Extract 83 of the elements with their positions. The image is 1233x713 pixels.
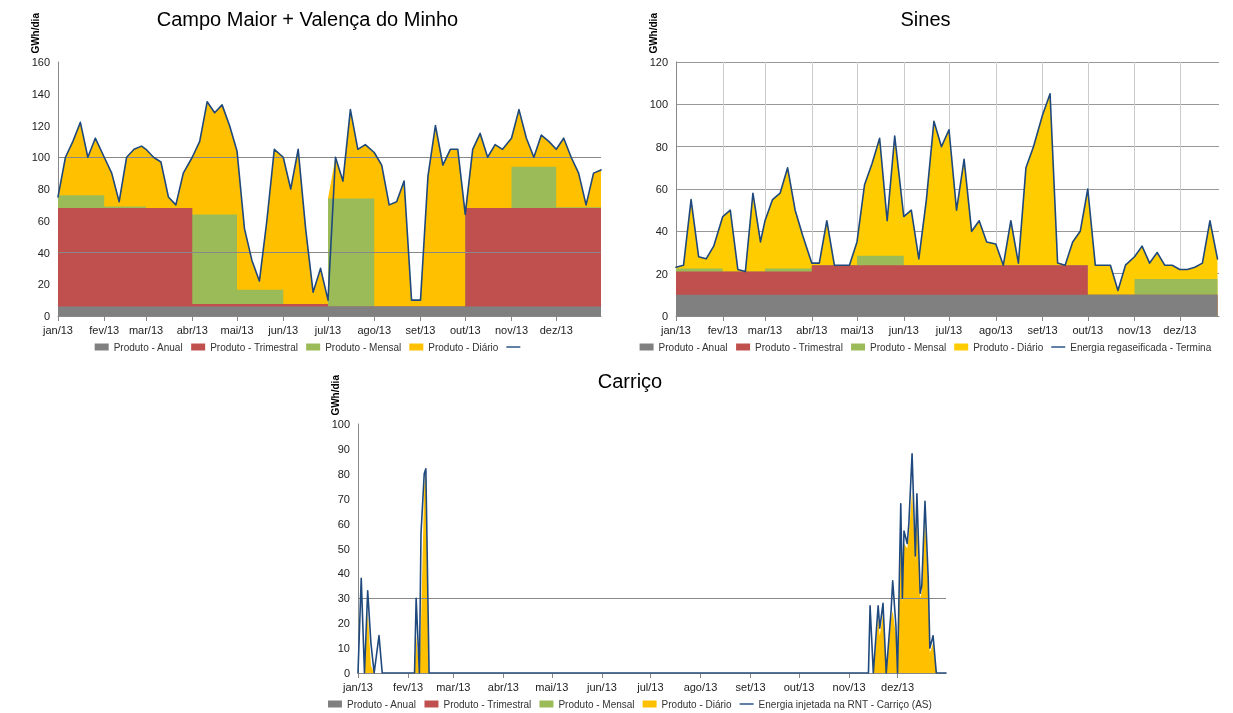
x-tick-label: nov/13 <box>494 323 529 336</box>
y-tick-label: 40 <box>337 567 350 580</box>
x-tick-label: ago/13 <box>357 323 392 336</box>
y-tick-label: 70 <box>337 492 350 505</box>
legend-label: Produto - Mensal <box>870 341 947 353</box>
legend-label: Produto - Diário <box>973 341 1044 353</box>
legend-label: Produto - Anual <box>658 341 728 353</box>
x-tick-label: mai/13 <box>535 680 569 693</box>
y-tick-label: 100 <box>331 418 350 430</box>
legend-label: Produto - Anual <box>346 698 416 710</box>
x-tick-label: dez/13 <box>881 680 915 693</box>
x-tick-label: out/13 <box>449 323 481 336</box>
y-axis-title: GWh/dia <box>647 12 659 54</box>
x-tick-label: set/13 <box>1027 323 1058 336</box>
legend-label: Produto - Mensal <box>558 698 635 710</box>
x-tick-label: dez/13 <box>1163 323 1197 336</box>
x-tick-label: abr/13 <box>796 323 828 336</box>
y-tick-label: 160 <box>31 56 50 68</box>
x-tick-label: jul/13 <box>636 680 664 693</box>
legend-label: Produto - Trimestral <box>443 698 532 710</box>
y-axis-title: GWh/dia <box>29 12 41 54</box>
x-tick-label: mar/13 <box>128 323 164 336</box>
x-tick-label: out/13 <box>783 680 815 693</box>
y-tick-label: 0 <box>43 310 50 322</box>
y-tick-label: 20 <box>655 267 668 280</box>
x-tick-label: ago/13 <box>978 323 1013 336</box>
y-tick-label: 30 <box>337 592 350 605</box>
x-tick-label: ago/13 <box>683 680 718 693</box>
y-tick-label: 60 <box>655 183 668 195</box>
x-tick-label: jun/13 <box>585 680 617 693</box>
legend-label: Energia regaseificada - Termina <box>1070 341 1212 353</box>
x-tick-label: mar/13 <box>747 323 783 336</box>
y-tick-label: 90 <box>337 442 350 455</box>
y-tick-label: 100 <box>31 151 50 164</box>
x-tick-label: set/13 <box>405 323 436 336</box>
y-tick-label: 50 <box>337 542 350 555</box>
x-tick-label: jun/13 <box>887 323 919 336</box>
chart-title: Sines <box>900 8 951 30</box>
legend-label: Produto - Mensal <box>325 341 402 353</box>
legend-label: Produto - Trimestral <box>755 341 843 353</box>
x-tick-label: fev/13 <box>707 323 738 336</box>
legend-label: Produto - Trimestral <box>210 341 298 353</box>
x-tick-label: out/13 <box>1072 323 1104 336</box>
x-tick-label: fev/13 <box>89 323 120 336</box>
y-tick-label: 40 <box>37 246 50 259</box>
y-tick-label: 120 <box>31 119 50 132</box>
y-tick-label: 120 <box>649 56 668 68</box>
y-tick-label: 60 <box>337 517 350 530</box>
y-tick-label: 0 <box>343 667 350 679</box>
x-tick-label: set/13 <box>735 680 766 693</box>
x-tick-label: nov/13 <box>1118 323 1152 336</box>
y-tick-label: 20 <box>37 278 50 291</box>
chart-title: Carriço <box>597 370 663 392</box>
legend-label: Produto - Diário <box>661 698 733 710</box>
legend-label: Energia injetada na RNT - Carriço (AS) <box>758 698 932 710</box>
legend-label: Produto - Diário <box>428 341 499 353</box>
y-axis-title: GWh/dia <box>329 374 341 416</box>
y-tick-label: 140 <box>31 87 50 100</box>
x-tick-label: jul/13 <box>313 323 342 336</box>
y-tick-label: 80 <box>337 467 350 480</box>
x-tick-label: dez/13 <box>539 323 573 336</box>
x-tick-label: nov/13 <box>832 680 866 693</box>
y-tick-label: 0 <box>661 310 668 322</box>
y-tick-label: 100 <box>649 98 668 111</box>
x-tick-label: mai/13 <box>840 323 874 336</box>
y-tick-label: 40 <box>655 225 668 238</box>
x-tick-label: abr/13 <box>487 680 519 693</box>
y-tick-label: 80 <box>37 183 50 195</box>
chart-title: Campo Maior + Valença do Minho <box>156 8 459 30</box>
x-tick-label: jan/13 <box>342 680 373 693</box>
x-tick-label: mar/13 <box>436 680 471 693</box>
x-tick-label: jan/13 <box>660 323 691 336</box>
y-tick-label: 20 <box>337 617 350 630</box>
y-tick-label: 10 <box>337 642 350 655</box>
y-tick-label: 80 <box>655 140 668 153</box>
x-tick-label: jul/13 <box>934 323 963 336</box>
x-tick-label: jun/13 <box>267 323 299 336</box>
x-tick-label: mai/13 <box>220 323 254 336</box>
y-tick-label: 60 <box>37 214 50 227</box>
x-tick-label: jan/13 <box>42 323 73 336</box>
x-tick-label: abr/13 <box>176 323 208 336</box>
x-tick-label: fev/13 <box>393 680 424 693</box>
legend-label: Produto - Anual <box>113 341 183 353</box>
